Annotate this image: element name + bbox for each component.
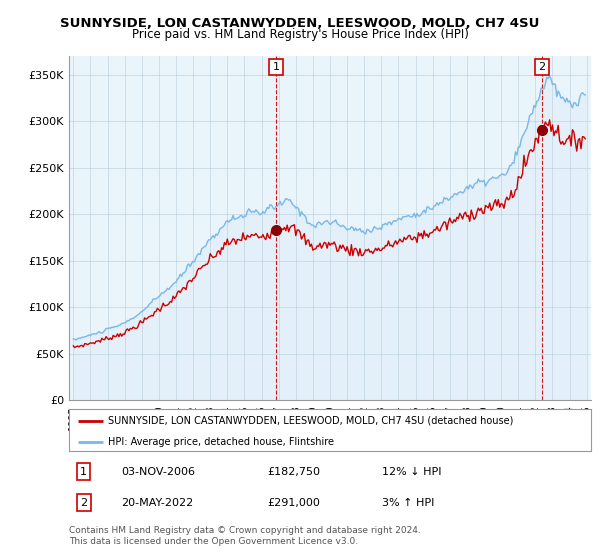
Text: 1: 1 <box>272 62 280 72</box>
Text: SUNNYSIDE, LON CASTANWYDDEN, LEESWOOD, MOLD, CH7 4SU (detached house): SUNNYSIDE, LON CASTANWYDDEN, LEESWOOD, M… <box>108 416 514 426</box>
Text: 20-MAY-2022: 20-MAY-2022 <box>121 498 193 507</box>
Text: £182,750: £182,750 <box>268 467 320 477</box>
Text: £291,000: £291,000 <box>268 498 320 507</box>
Text: 2: 2 <box>538 62 545 72</box>
Text: SUNNYSIDE, LON CASTANWYDDEN, LEESWOOD, MOLD, CH7 4SU: SUNNYSIDE, LON CASTANWYDDEN, LEESWOOD, M… <box>61 17 539 30</box>
Text: 3% ↑ HPI: 3% ↑ HPI <box>382 498 434 507</box>
Text: Price paid vs. HM Land Registry's House Price Index (HPI): Price paid vs. HM Land Registry's House … <box>131 28 469 41</box>
Text: HPI: Average price, detached house, Flintshire: HPI: Average price, detached house, Flin… <box>108 437 334 446</box>
Text: 12% ↓ HPI: 12% ↓ HPI <box>382 467 442 477</box>
Text: 03-NOV-2006: 03-NOV-2006 <box>121 467 195 477</box>
Text: Contains HM Land Registry data © Crown copyright and database right 2024.
This d: Contains HM Land Registry data © Crown c… <box>69 526 421 546</box>
Text: 2: 2 <box>80 498 87 507</box>
Text: 1: 1 <box>80 467 87 477</box>
